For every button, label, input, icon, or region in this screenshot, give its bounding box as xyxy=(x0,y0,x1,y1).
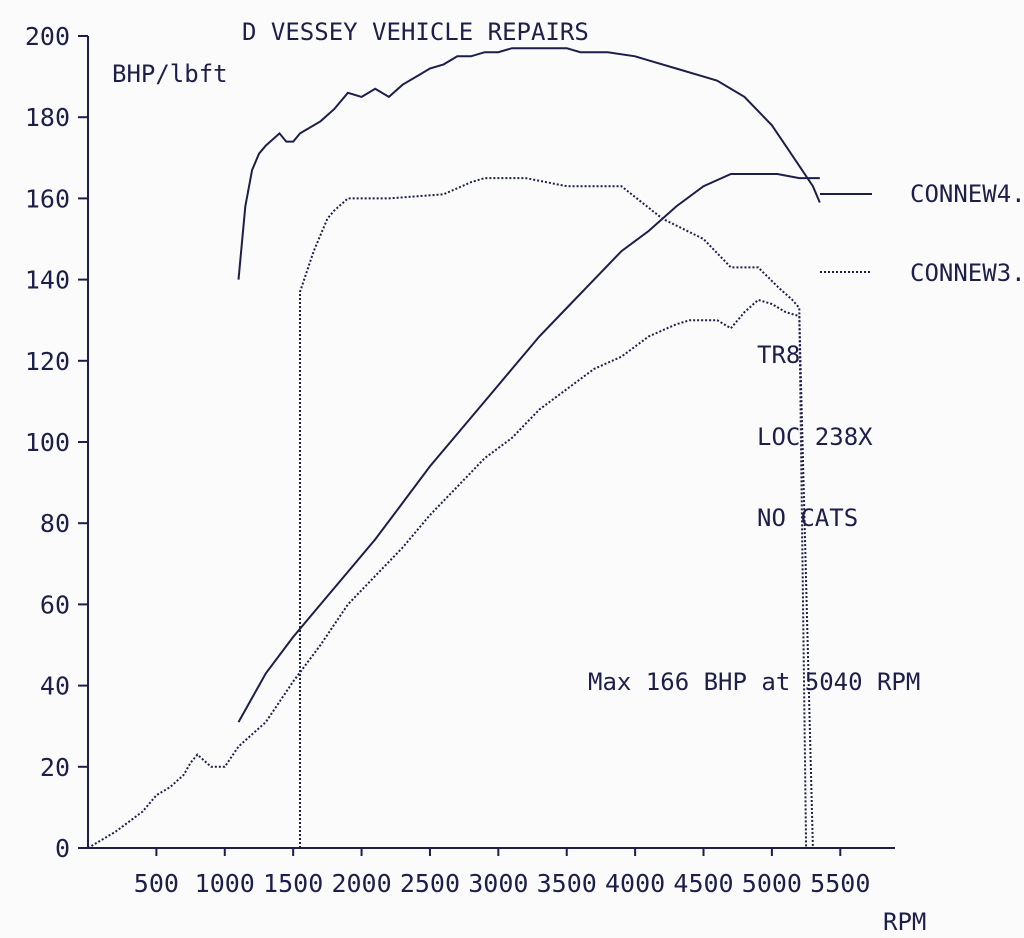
x-tick-label: 1500 xyxy=(263,869,323,898)
x-tick-label: 2500 xyxy=(400,869,460,898)
x-tick-label: 500 xyxy=(134,869,179,898)
series-line-dotted-torque xyxy=(299,177,808,849)
y-tick-label: 200 xyxy=(25,22,70,51)
series-line-solid-torque xyxy=(237,47,821,280)
series-line-solid-power xyxy=(237,173,820,723)
x-tick-label: 1000 xyxy=(195,869,255,898)
y-axis-ticks: 0 20 40 60 80 100 120 140 160 180 200 xyxy=(25,22,88,863)
x-tick-label: 5000 xyxy=(742,869,802,898)
y-tick-label: 140 xyxy=(25,266,70,295)
x-tick-label: 3500 xyxy=(537,869,597,898)
annotation-max-bhp: Max 166 BHP at 5040 RPM xyxy=(588,668,920,696)
legend-label-connew4: CONNEW4. xyxy=(910,180,1024,208)
y-tick-label: 180 xyxy=(25,103,70,132)
series-line-dotted-power xyxy=(87,298,814,849)
x-axis-ticks: 500 1000 1500 2000 2500 3000 3500 4000 4500 5000 5… xyxy=(134,848,870,898)
chart-title: D VESSEY VEHICLE REPAIRS xyxy=(242,18,589,46)
y-tick-label: 80 xyxy=(40,509,70,538)
y-tick-label: 160 xyxy=(25,184,70,213)
x-tick-label: 5500 xyxy=(810,869,870,898)
x-axis-label: RPM xyxy=(883,908,926,936)
x-tick-label: 4500 xyxy=(673,869,733,898)
x-tick-label: 4000 xyxy=(605,869,665,898)
y-tick-label: 20 xyxy=(40,753,70,782)
y-tick-label: 60 xyxy=(40,590,70,619)
series-layer xyxy=(87,47,821,849)
annotation-tr8: TR8 xyxy=(757,341,800,369)
annotation-no-cats: NO CATS xyxy=(757,504,858,532)
y-tick-label: 0 xyxy=(55,834,70,863)
y-axis-label: BHP/lbft xyxy=(112,60,228,88)
y-tick-label: 120 xyxy=(25,347,70,376)
y-tick-label: 100 xyxy=(25,428,70,457)
legend-label-connew3: CONNEW3. xyxy=(910,259,1024,287)
y-tick-label: 40 xyxy=(40,672,70,701)
x-tick-label: 3000 xyxy=(468,869,528,898)
annotation-loc: LOC 238X xyxy=(757,423,873,451)
x-tick-label: 2000 xyxy=(331,869,391,898)
